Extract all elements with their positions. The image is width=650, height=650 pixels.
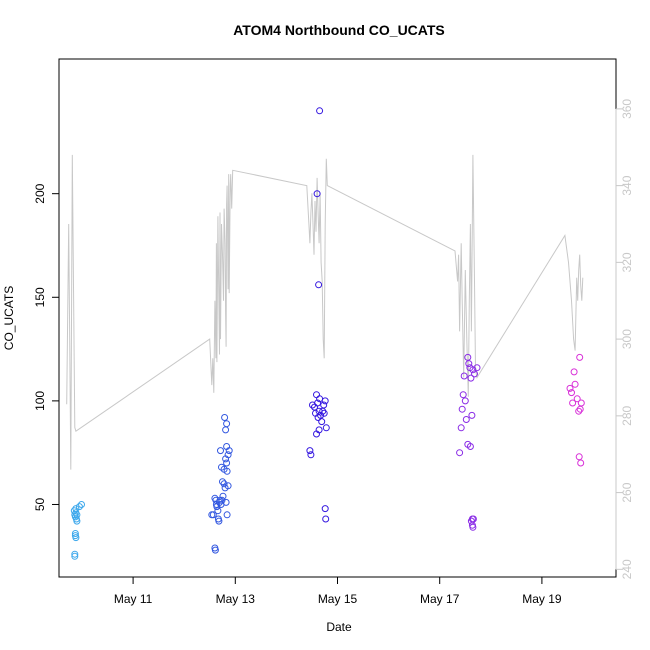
data-point (471, 370, 478, 378)
data-point (321, 397, 329, 405)
chart-title: ATOM4 Northbound CO_UCATS (233, 22, 445, 38)
data-point (223, 511, 231, 519)
data-point (223, 459, 231, 467)
data-point (78, 501, 85, 508)
data-point (222, 426, 230, 434)
data-point (315, 281, 323, 289)
data-point (223, 467, 231, 475)
data-point (573, 395, 581, 403)
y-axis-right: 240 260 280 300 320 340 360 (615, 99, 634, 579)
line-series-path (66, 154, 584, 470)
x-tick-label: May 13 (216, 592, 256, 606)
data-point (569, 399, 577, 407)
data-point (223, 443, 231, 450)
data-point (322, 515, 330, 523)
y-tick-label: 200 (33, 183, 47, 203)
data-point (222, 498, 230, 506)
data-point (215, 517, 223, 525)
y2-tick-label: 300 (620, 329, 634, 349)
data-point (72, 505, 80, 513)
data-point (459, 391, 467, 399)
data-point (214, 507, 222, 515)
data-point (75, 503, 83, 511)
data-point (224, 451, 232, 459)
y2-tick-label: 280 (620, 405, 634, 425)
data-point (315, 426, 323, 434)
data-point (467, 374, 475, 382)
data-point (71, 552, 79, 560)
data-point (468, 411, 476, 419)
data-point (221, 414, 229, 421)
data-point (571, 380, 579, 388)
y-tick-label: 100 (33, 391, 47, 411)
scatter-points (70, 107, 585, 560)
y2-tick-label: 360 (620, 99, 634, 119)
data-point (469, 523, 477, 531)
data-point (570, 368, 578, 376)
y-axis-left: 50 100 150 200 (33, 183, 60, 512)
data-point (462, 416, 470, 423)
data-point (219, 492, 227, 500)
data-point (568, 389, 575, 397)
data-point (223, 420, 231, 428)
x-tick-label: May 15 (318, 592, 358, 606)
data-point (72, 534, 80, 542)
data-point (71, 550, 79, 558)
data-point (224, 482, 232, 490)
data-point (209, 511, 217, 519)
data-point (314, 399, 322, 407)
data-point (219, 478, 226, 486)
x-axis-label: Date (326, 620, 352, 634)
x-tick-label: May 11 (114, 592, 153, 606)
data-point (577, 399, 585, 407)
data-point (575, 407, 583, 415)
data-point (211, 546, 219, 554)
y-tick-label: 150 (33, 287, 47, 307)
data-point (220, 480, 228, 488)
y2-tick-label: 340 (620, 175, 634, 195)
data-point (313, 391, 320, 399)
data-point (576, 353, 584, 361)
data-point (217, 447, 224, 455)
data-point (465, 360, 473, 368)
y-tick-label: 50 (33, 498, 47, 512)
data-point (457, 424, 465, 432)
data-point (460, 372, 468, 380)
data-point (456, 449, 464, 457)
data-point (577, 459, 585, 467)
y2-tick-label: 320 (620, 252, 634, 272)
data-point (461, 397, 469, 405)
line-series (66, 154, 584, 470)
data-point (322, 424, 330, 432)
data-point (575, 453, 583, 461)
data-point (313, 190, 321, 198)
data-point (469, 366, 477, 374)
x-tick-label: May 19 (522, 592, 562, 606)
plot-frame (58, 58, 617, 578)
data-point (71, 530, 79, 537)
x-tick-label: May 17 (420, 592, 460, 606)
x-axis: May 11 May 13 May 15 May 17 May 19 (114, 576, 562, 606)
data-point (306, 447, 314, 455)
data-point (473, 364, 481, 372)
y-axis-label: CO_UCATS (2, 286, 16, 350)
y2-tick-label: 240 (620, 559, 634, 579)
data-point (316, 107, 324, 115)
data-point (466, 443, 474, 450)
y2-tick-label: 260 (620, 482, 634, 502)
data-point (320, 409, 328, 417)
data-point (321, 505, 329, 513)
data-point (320, 401, 328, 409)
data-point (318, 418, 326, 426)
data-point (566, 384, 574, 392)
data-point (218, 496, 226, 504)
data-point (458, 405, 466, 413)
data-point (73, 517, 81, 525)
data-point (307, 451, 315, 459)
